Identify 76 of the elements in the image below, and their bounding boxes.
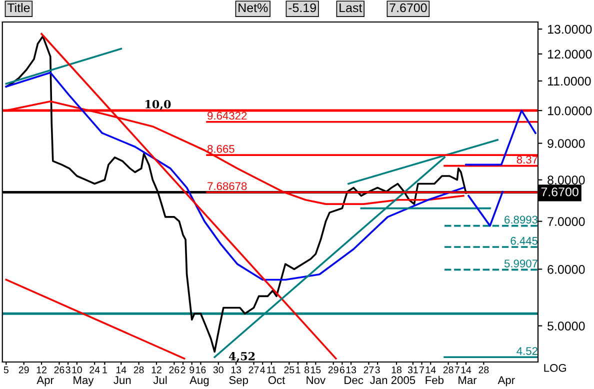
x2-tick-label: Oct — [268, 376, 286, 384]
y-tick-label: 7.0000 — [548, 217, 585, 226]
x2-tick-label: Jul — [153, 376, 167, 384]
x-tick-label: 12 — [152, 366, 162, 374]
x-tick-label: 29 — [18, 366, 29, 374]
x-tick-label: 15 — [311, 366, 321, 374]
x2-tick-label: Apr — [498, 376, 515, 386]
x-tick-label: 26 — [169, 366, 180, 374]
x-tick-label: 8 — [304, 366, 310, 374]
x-tick-label: 3 — [66, 366, 70, 374]
ref-line-label: 10,0 — [146, 100, 171, 110]
text: Net% — [238, 3, 268, 12]
x2-tick-label: May — [74, 376, 94, 386]
y-tick-label: 12.0000 — [548, 50, 592, 59]
x-tick-label: 3 — [375, 366, 380, 374]
x2-tick-label: Dec — [344, 376, 364, 384]
x-tick-label: 7 — [420, 366, 424, 374]
series-label: 8.665 — [208, 144, 234, 153]
y-tick-label: 5.0000 — [548, 322, 585, 330]
series-label: 8.37 — [516, 156, 538, 164]
series-label: 6.445 — [510, 236, 538, 245]
x-tick-label: 27 — [364, 366, 374, 374]
x-tick-label: 10 — [72, 366, 82, 374]
x-tick-label: 7 — [454, 366, 460, 374]
y-tick-label: 10.0000 — [548, 106, 592, 116]
x-tick-label: 1 — [102, 366, 107, 374]
y-tick-label: 11.0000 — [548, 76, 591, 86]
x2-tick-label: Aug — [190, 376, 209, 386]
y-tick-label: 13.0000 — [548, 24, 592, 34]
x2-tick-label: Mar — [458, 376, 477, 384]
y-tick-label: 9.0000 — [548, 139, 585, 148]
x-tick-label: 28 — [443, 366, 454, 374]
text: 7.6700 — [390, 3, 427, 12]
x2-tick-label: Jan 2005 — [370, 376, 416, 384]
series-label: 9.64322 — [208, 112, 247, 120]
x2-tick-label: Feb — [426, 376, 444, 384]
x2-tick-label: Jun — [114, 376, 131, 384]
x-tick-label: 6 — [340, 366, 344, 374]
text: Title — [7, 3, 30, 12]
annotation: 7.6700 — [541, 187, 578, 196]
x-tick-label: 1 — [296, 366, 300, 374]
annotation: 4,52 — [228, 352, 255, 362]
x-tick-label: 28 — [478, 366, 489, 374]
x-tick-label: 14 — [426, 366, 436, 374]
y-tick-label: 8.0000 — [548, 176, 585, 185]
x-tick-label: 13 — [231, 366, 242, 374]
x-tick-label: 27 — [248, 366, 259, 374]
text: -5.19 — [288, 3, 316, 12]
x-tick-label: 31 — [408, 366, 418, 374]
x-tick-label: 5 — [4, 366, 8, 374]
x-tick-label: 28 — [134, 366, 144, 374]
x-tick-label: 11 — [267, 366, 276, 374]
x-tick-label: 14 — [461, 366, 472, 374]
x2-tick-label: Sep — [229, 376, 248, 386]
x-tick-label: 14 — [116, 366, 126, 374]
x-tick-label: 26 — [54, 366, 64, 374]
x-tick-label: 18 — [392, 366, 402, 374]
x2-tick-label: Apr — [36, 376, 54, 386]
y-tick-label: 6.0000 — [548, 264, 585, 274]
x-tick-label: 4 — [260, 366, 266, 374]
x-tick-label: 25 — [284, 366, 294, 374]
series-label: 4.52 — [516, 347, 538, 355]
x-tick-label: 29 — [328, 366, 338, 374]
x-tick-label: 2 — [180, 366, 186, 374]
series-label: 5.9907 — [504, 260, 538, 268]
series-label: 6.8993 — [504, 216, 538, 224]
x-tick-label: 13 — [346, 366, 356, 374]
y-axis-title: LOG — [544, 364, 566, 372]
series-label: 7.68678 — [208, 182, 247, 190]
x-tick-label: 12 — [36, 366, 46, 374]
x-tick-label: 24 — [90, 366, 100, 374]
x-tick-label: 9 — [190, 366, 194, 374]
x-tick-label: 16 — [196, 366, 206, 374]
text: Last — [340, 3, 362, 12]
x-tick-label: 30 — [213, 366, 224, 374]
x2-tick-label: Nov — [306, 376, 326, 384]
